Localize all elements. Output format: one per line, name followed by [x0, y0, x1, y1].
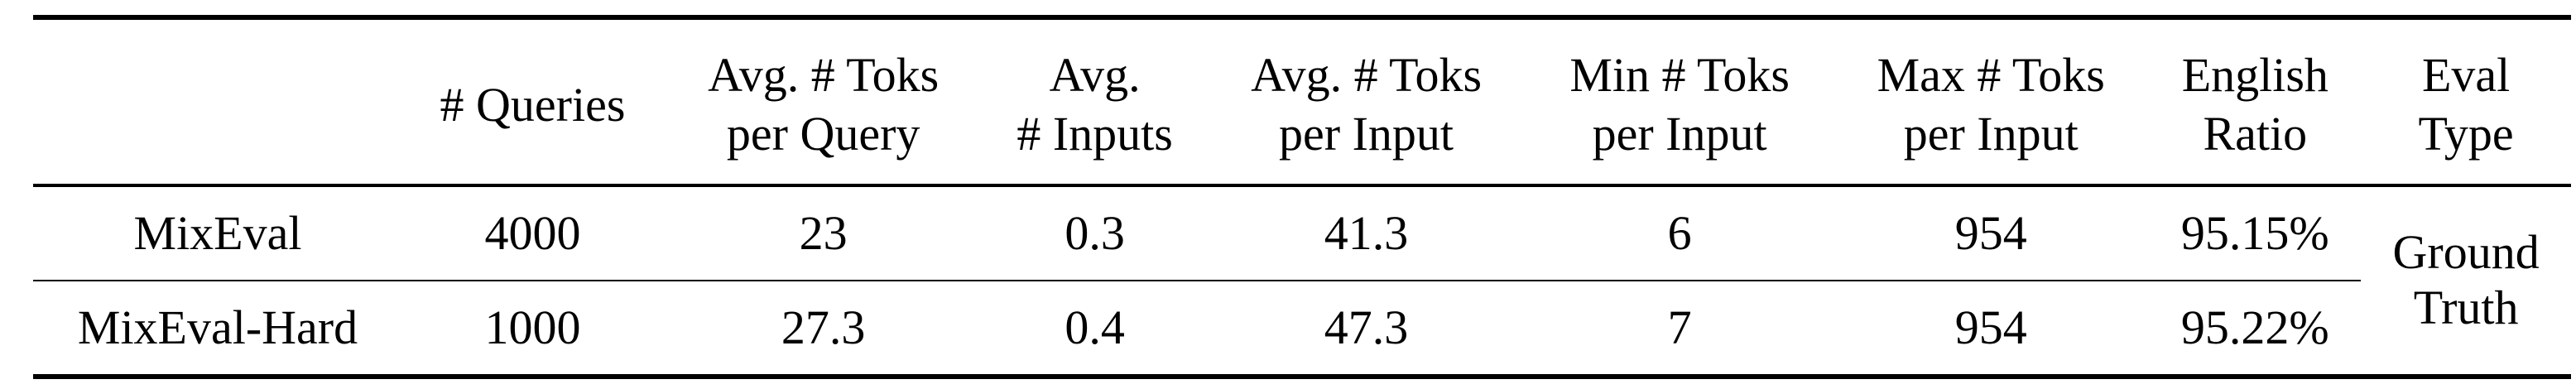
cell-queries: 4000	[402, 185, 663, 281]
dataset-statistics-table: # Queries Avg. # Toks per Query Avg. # I…	[33, 15, 2571, 379]
table-row: MixEval-Hard 1000 27.3 0.4 47.3 7 954 95…	[33, 281, 2571, 377]
header-english-ratio: English Ratio	[2181, 48, 2328, 161]
cell-queries: 1000	[484, 300, 581, 354]
header-queries: # Queries	[440, 77, 626, 132]
cell-avg-toks-input: 47.3	[1324, 300, 1409, 354]
cell-min-toks-input: 6	[1526, 185, 1833, 281]
header-empty	[33, 17, 402, 185]
cell-eval-type: Ground Truth	[2392, 225, 2540, 334]
cell-english-ratio: 95.22%	[2180, 300, 2329, 354]
header-eval-type: Eval Type	[2418, 48, 2514, 161]
table-header-row: # Queries Avg. # Toks per Query Avg. # I…	[33, 17, 2571, 185]
cell-avg-toks-query: 23	[662, 185, 984, 281]
cell-min-toks-input: 7	[1667, 300, 1692, 354]
row-name: MixEval	[33, 185, 402, 281]
table-row: MixEval 4000 23 0.3 41.3 6 954 95.15% Gr…	[33, 185, 2571, 334]
cell-avg-inputs: 0.4	[1065, 300, 1125, 354]
row-name: MixEval-Hard	[77, 300, 358, 354]
cell-avg-toks-query: 27.3	[781, 300, 866, 354]
cell-max-toks-input: 954	[1954, 300, 2027, 354]
header-max-toks-per-input: Max # Toks per Input	[1877, 48, 2105, 161]
cell-english-ratio: 95.15%	[2149, 185, 2362, 281]
header-min-toks-per-input: Min # Toks per Input	[1569, 48, 1790, 161]
header-avg-toks-per-query: Avg. # Toks per Query	[708, 48, 940, 161]
header-avg-toks-per-input: Avg. # Toks per Input	[1251, 48, 1483, 161]
cell-avg-toks-input: 41.3	[1205, 185, 1527, 281]
header-avg-inputs: Avg. # Inputs	[1016, 48, 1173, 161]
cell-max-toks-input: 954	[1833, 185, 2150, 281]
cell-avg-inputs: 0.3	[983, 185, 1206, 281]
